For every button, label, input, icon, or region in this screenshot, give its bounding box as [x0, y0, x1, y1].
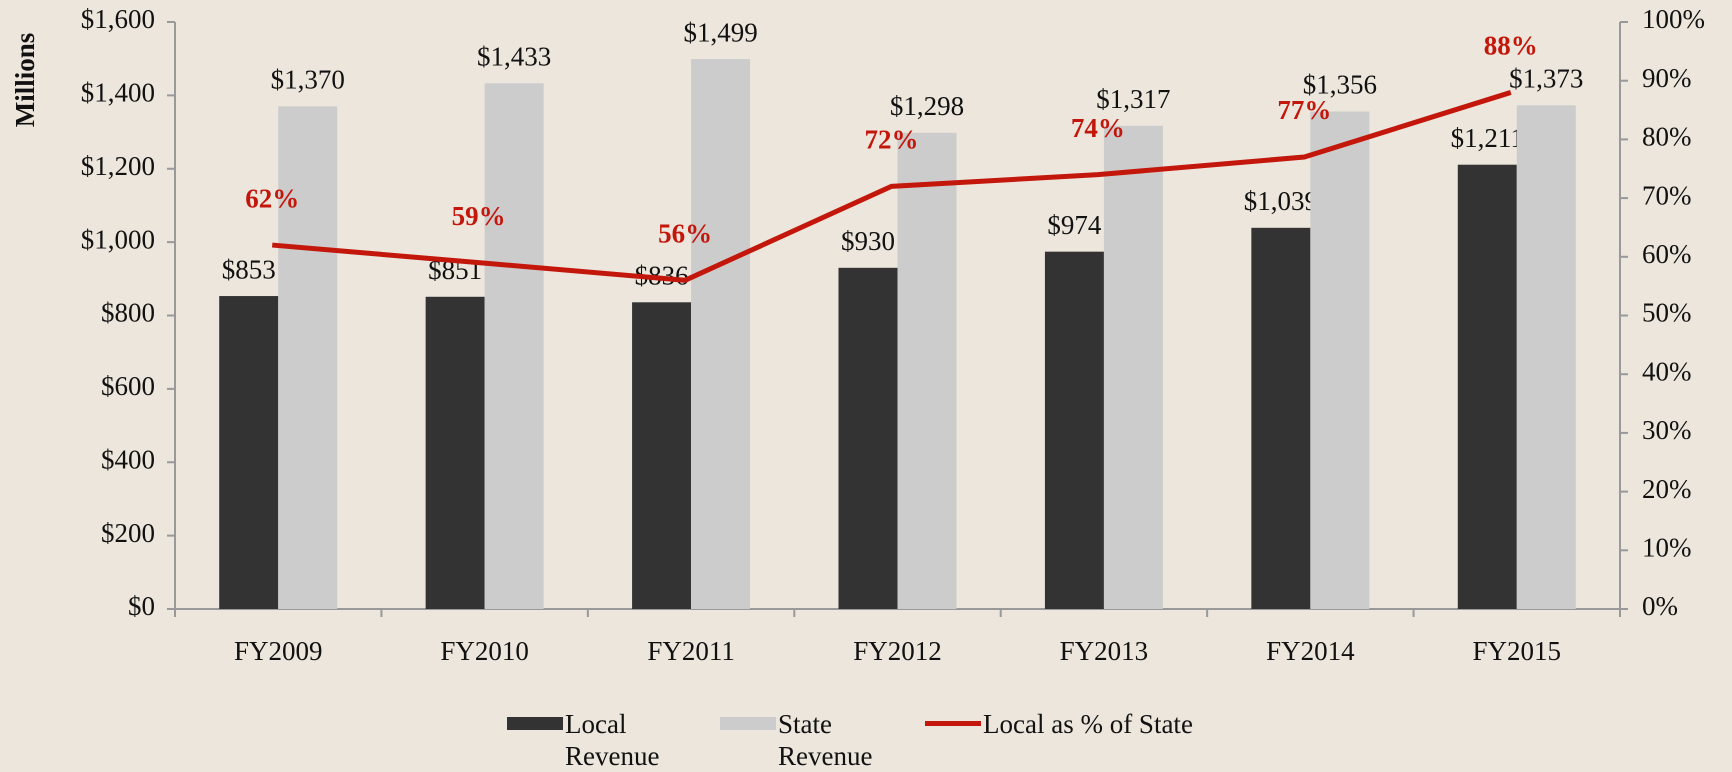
y2-tick-label: 70% — [1642, 180, 1692, 210]
line-label: 74% — [1071, 113, 1125, 143]
y2-tick-label: 20% — [1642, 474, 1692, 504]
x-tick-label: FY2010 — [440, 636, 529, 666]
y-tick-label: $1,600 — [81, 4, 155, 34]
y2-tick-label: 30% — [1642, 415, 1692, 445]
y2-tick-label: 40% — [1642, 356, 1692, 386]
y2-tick-label: 80% — [1642, 122, 1692, 152]
bar — [632, 302, 692, 609]
bar-label: $930 — [841, 226, 895, 256]
bar — [425, 296, 485, 609]
y2-tick-label: 10% — [1642, 533, 1692, 563]
bar-label: $1,370 — [271, 65, 345, 95]
line-label: 62% — [245, 183, 299, 213]
bar — [1044, 251, 1104, 609]
bar-label: $1,211 — [1451, 123, 1524, 153]
legend-item: Local as % of State — [925, 708, 1243, 740]
y2-tick-label: 60% — [1642, 239, 1692, 269]
legend-item: State Revenue — [720, 708, 908, 772]
legend-label: Local as % of State — [983, 709, 1193, 739]
y-tick-label: $200 — [101, 518, 155, 548]
y-axis-label: Millions — [10, 33, 40, 128]
legend-item: Local Revenue — [507, 708, 695, 772]
line-label: 88% — [1484, 31, 1538, 61]
line-label: 77% — [1277, 95, 1331, 125]
legend-label: Local Revenue — [565, 709, 660, 771]
bar — [691, 59, 751, 609]
y-tick-label: $1,400 — [81, 78, 155, 108]
bar-label: $1,317 — [1096, 84, 1170, 114]
y-tick-label: $400 — [101, 444, 155, 474]
line-label: 56% — [658, 218, 712, 248]
y2-tick-label: 90% — [1642, 63, 1692, 93]
x-tick-label: FY2012 — [853, 636, 942, 666]
y-tick-label: $1,200 — [81, 151, 155, 181]
line-label: 59% — [452, 201, 506, 231]
bar — [1457, 164, 1517, 610]
y2-tick-label: 100% — [1642, 4, 1705, 34]
bar-label: $1,356 — [1303, 70, 1377, 100]
x-tick-label: FY2009 — [234, 636, 323, 666]
y2-tick-label: 0% — [1642, 591, 1678, 621]
y-tick-label: $600 — [101, 371, 155, 401]
bar — [219, 296, 279, 609]
y-tick-label: $1,000 — [81, 224, 155, 254]
bar-label: $853 — [222, 254, 276, 284]
x-tick-label: FY2011 — [647, 636, 735, 666]
bar — [278, 106, 338, 609]
bar — [1251, 227, 1311, 609]
y-tick-label: $800 — [101, 298, 155, 328]
bar-label: $974 — [1047, 210, 1102, 240]
y-tick-label: $0 — [128, 591, 155, 621]
bar — [1310, 111, 1370, 609]
bar — [1516, 105, 1576, 609]
bar-label: $1,298 — [890, 91, 964, 121]
x-tick-label: FY2014 — [1266, 636, 1355, 666]
legend-swatch — [925, 721, 981, 726]
bar — [484, 83, 544, 609]
bar-label: $1,373 — [1509, 63, 1583, 93]
x-tick-label: FY2013 — [1060, 636, 1149, 666]
x-tick-label: FY2015 — [1473, 636, 1562, 666]
bar — [897, 132, 957, 609]
y2-tick-label: 50% — [1642, 298, 1692, 328]
bar-label: $1,499 — [683, 17, 757, 47]
legend-swatch — [720, 717, 776, 730]
bar — [1103, 125, 1163, 609]
bar-label: $1,433 — [477, 41, 551, 71]
legend-swatch — [507, 717, 563, 730]
line-label: 72% — [865, 125, 919, 155]
legend-label: State Revenue — [778, 709, 873, 771]
bar-label: $1,039 — [1244, 186, 1318, 216]
line — [272, 90, 1512, 283]
bar — [838, 267, 898, 609]
